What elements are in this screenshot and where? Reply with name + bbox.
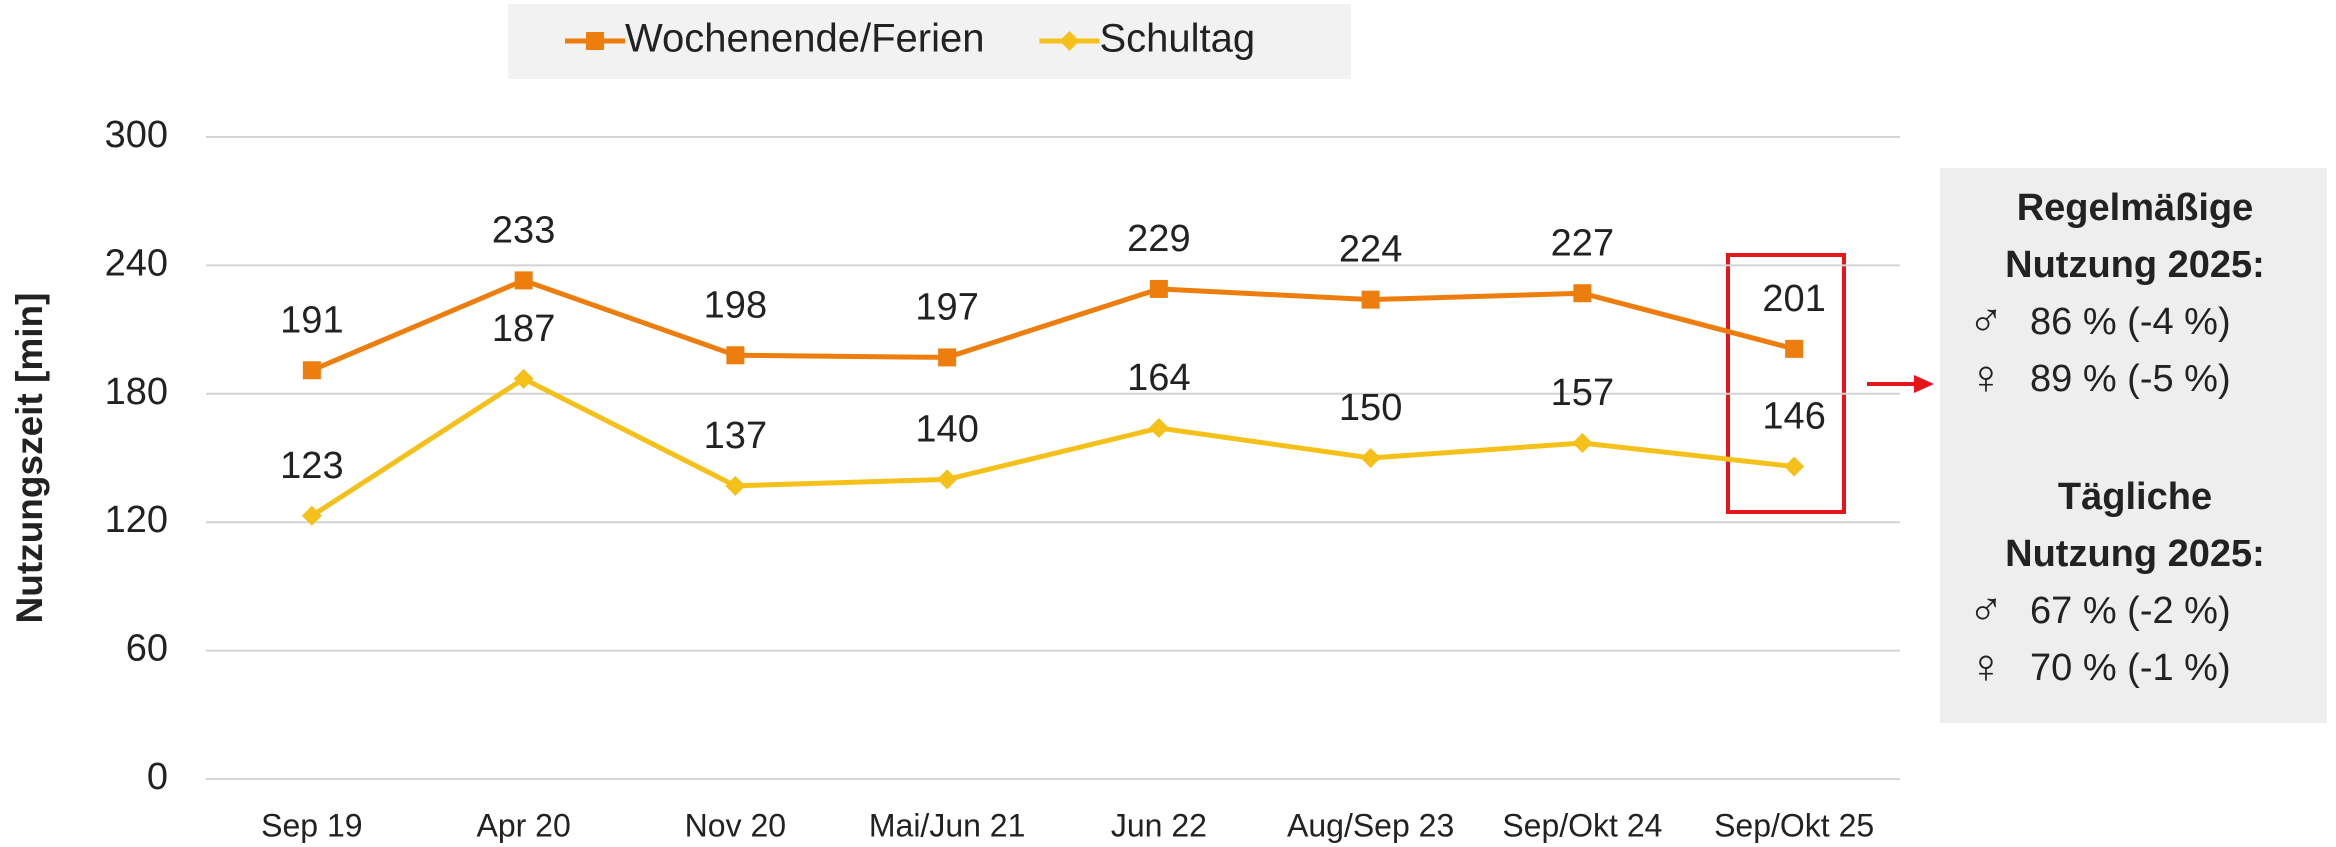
marker (513, 368, 534, 389)
legend-box (508, 4, 1351, 79)
x-tick-label: Apr 20 (476, 807, 570, 843)
marker (1059, 31, 1080, 51)
legend-label: Wochenende/Ferien (625, 17, 985, 61)
panel-value: 67 % (-2 %) (2030, 590, 2231, 632)
data-label: 229 (1127, 218, 1190, 260)
gender-symbol: ♂ (1968, 295, 2004, 348)
y-tick-label: 60 (126, 628, 168, 670)
marker (726, 346, 745, 365)
data-label: 233 (492, 209, 555, 251)
data-label: 201 (1762, 278, 1825, 320)
x-tick-label: Aug/Sep 23 (1287, 807, 1454, 843)
gender-symbol: ♂ (1968, 584, 2004, 637)
data-label: 227 (1551, 222, 1614, 264)
x-tick-label: Sep/Okt 24 (1502, 807, 1662, 843)
side-panel (1940, 168, 2327, 723)
marker (1149, 279, 1168, 298)
data-label: 140 (915, 408, 978, 450)
y-axis-label: Nutzungszeit [min] (9, 293, 50, 624)
marker (1148, 418, 1169, 439)
marker (1572, 433, 1593, 454)
marker (1573, 284, 1592, 303)
y-tick-label: 120 (105, 499, 168, 541)
series-line (310, 277, 1795, 373)
data-label: 164 (1127, 357, 1190, 399)
panel-title: Tägliche (2058, 476, 2212, 518)
gender-symbol: ♀ (1968, 641, 2004, 694)
data-label: 197 (915, 286, 978, 328)
marker (1784, 456, 1805, 477)
y-tick-label: 300 (105, 114, 168, 156)
data-label: 157 (1551, 372, 1614, 414)
marker (1785, 339, 1804, 358)
x-tick-label: Jun 22 (1111, 807, 1207, 843)
gender-symbol: ♀ (1968, 352, 2004, 405)
y-tick-label: 0 (147, 756, 168, 798)
marker (1360, 448, 1381, 468)
x-tick-label: Nov 20 (685, 807, 786, 843)
panel-value: 70 % (-1 %) (2030, 647, 2231, 689)
data-label: 137 (704, 415, 767, 457)
data-label: 123 (280, 445, 343, 487)
arrow-head (1914, 375, 1934, 393)
data-label: 146 (1762, 396, 1825, 438)
series-line (310, 375, 1795, 518)
marker (1361, 290, 1380, 309)
marker (514, 271, 533, 290)
marker (938, 348, 957, 367)
highlight-box (1726, 253, 1846, 514)
y-tick-label: 180 (105, 371, 168, 413)
panel-title: Nutzung 2025: (2005, 533, 2265, 575)
x-tick-label: Sep/Okt 25 (1714, 807, 1874, 843)
legend-label: Schultag (1100, 17, 1256, 61)
panel-value: 89 % (-5 %) (2030, 358, 2231, 400)
marker (586, 32, 604, 50)
marker (725, 475, 746, 496)
data-label: 150 (1339, 387, 1402, 429)
x-tick-label: Sep 19 (261, 807, 362, 843)
x-tick-label: Mai/Jun 21 (869, 807, 1026, 843)
marker (301, 505, 322, 526)
data-label: 198 (704, 284, 767, 326)
panel-title: Regelmäßige (2017, 187, 2254, 229)
marker (302, 361, 321, 380)
marker (937, 469, 958, 490)
data-label: 224 (1339, 229, 1402, 271)
data-label: 191 (280, 299, 343, 341)
panel-value: 86 % (-4 %) (2030, 301, 2231, 343)
panel-title: Nutzung 2025: (2005, 244, 2265, 286)
y-tick-label: 240 (105, 242, 168, 284)
data-label: 187 (492, 308, 555, 350)
